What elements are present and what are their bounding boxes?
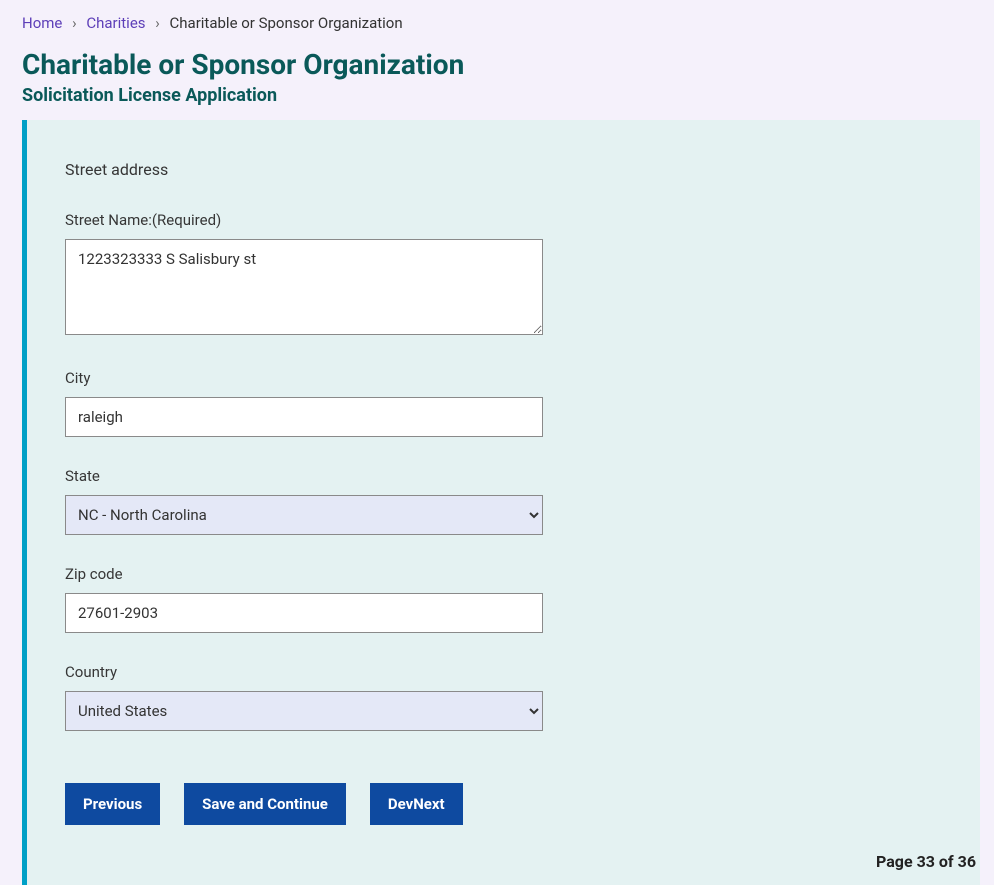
section-heading: Street address [65,160,942,179]
breadcrumb-home-link[interactable]: Home [22,14,62,32]
page-title: Charitable or Sponsor Organization [0,42,994,81]
street-name-label: Street Name:(Required) [65,211,942,229]
previous-button[interactable]: Previous [65,783,160,825]
zip-field: Zip code [65,565,942,633]
breadcrumb-charities-link[interactable]: Charities [86,14,145,32]
breadcrumb-current: Charitable or Sponsor Organization [170,14,403,32]
country-label: Country [65,663,942,681]
button-row: Previous Save and Continue DevNext [65,783,942,825]
state-label: State [65,467,942,485]
zip-input[interactable] [65,593,543,633]
breadcrumb: Home › Charities › Charitable or Sponsor… [0,0,994,42]
street-name-field: Street Name:(Required) 1223323333 S Sali… [65,211,942,339]
city-field: City [65,369,942,437]
form-panel: Street address Street Name:(Required) 12… [22,120,980,885]
devnext-button[interactable]: DevNext [370,783,463,825]
country-select[interactable]: United States [65,691,543,731]
page-subtitle: Solicitation License Application [0,81,994,120]
state-select[interactable]: NC - North Carolina [65,495,543,535]
chevron-right-icon: › [155,14,160,32]
city-label: City [65,369,942,387]
city-input[interactable] [65,397,543,437]
chevron-right-icon: › [72,14,77,32]
zip-label: Zip code [65,565,942,583]
country-field: Country United States [65,663,942,731]
save-continue-button[interactable]: Save and Continue [184,783,346,825]
street-name-input[interactable]: 1223323333 S Salisbury st [65,239,543,335]
page-indicator: Page 33 of 36 [876,852,976,871]
state-field: State NC - North Carolina [65,467,942,535]
